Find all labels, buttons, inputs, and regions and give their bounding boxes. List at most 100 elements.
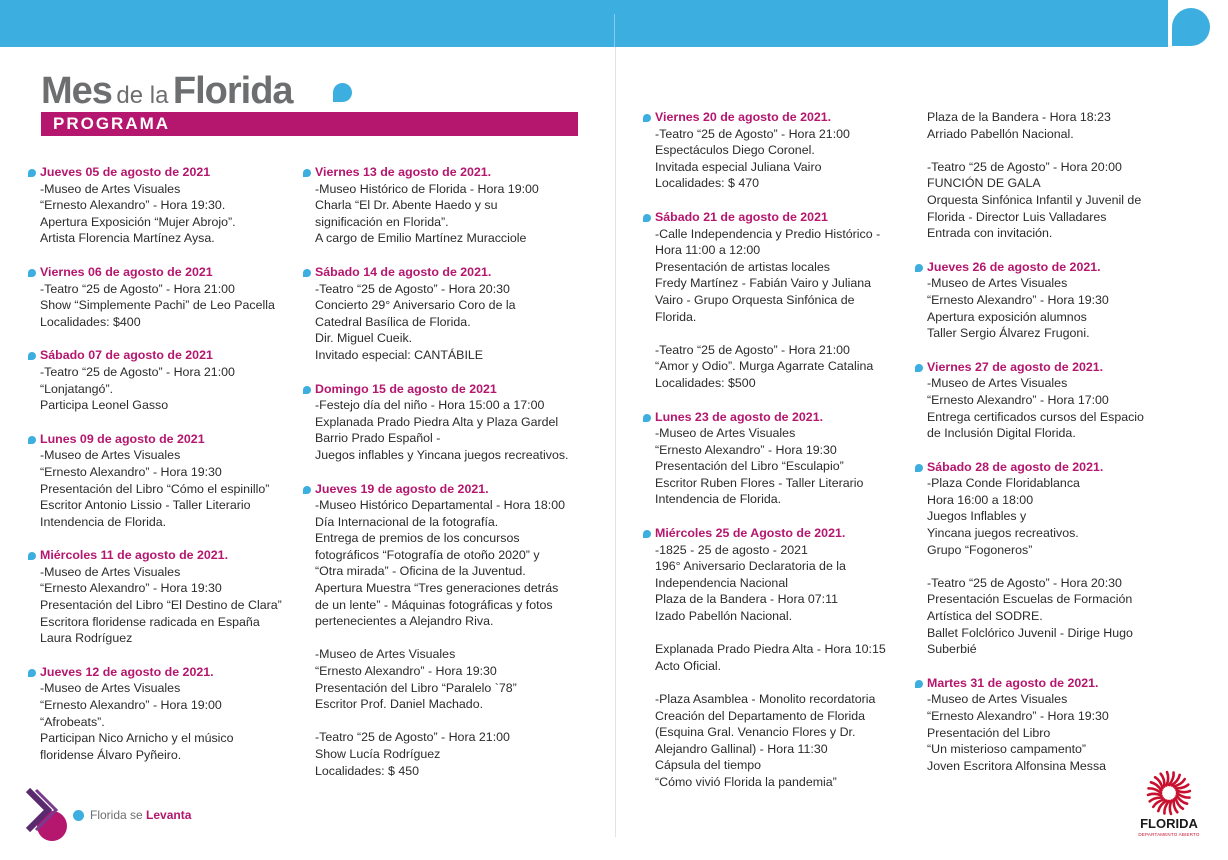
event-line: Invitada especial Juliana Vairo: [655, 159, 822, 174]
sun-ray: [1174, 796, 1185, 811]
event-line: -Museo de Artes Visuales: [40, 681, 181, 696]
column-4: Plaza de la Bandera - Hora 18:23 Arriado …: [915, 109, 1189, 791]
event-line: Orquesta Sinfónica Infantil y Juvenil de: [927, 192, 1142, 207]
event-line: -Museo de Artes Visuales: [315, 647, 456, 662]
event-line: -Teatro “25 de Agosto” - Hora 20:30: [927, 575, 1122, 590]
event-line: Concierto 29° Aniversario Coro de la: [315, 298, 516, 313]
event-line: Hora 16:00 a 18:00: [927, 492, 1034, 507]
sun-ray: [1168, 799, 1173, 816]
spacer: [927, 558, 1189, 575]
event-line: (Esquina Gral. Venancio Flores y Dr.: [655, 725, 856, 740]
sun-ray: [1149, 781, 1163, 792]
event-block: Lunes 09 de agosto de 2021 -Museo de Arte…: [28, 431, 308, 531]
event-line: -Museo de Artes Visuales: [927, 376, 1068, 391]
event-line: -Museo de Artes Visuales: [927, 692, 1068, 707]
event-line: Presentación del Libro “El Destino de Cl…: [40, 598, 282, 613]
drop-bullet-icon: [28, 552, 36, 561]
event-line: -Museo de Artes Visuales: [927, 276, 1068, 291]
page-divider: [615, 47, 616, 837]
event-line: Apertura exposición alumnos: [927, 309, 1087, 324]
event-line: Escritor Prof. Daniel Machado.: [315, 697, 484, 712]
banner-label: PROGRAMA: [53, 114, 171, 133]
event-line: Independencia Nacional: [655, 575, 788, 590]
event-date: Jueves 05 de agosto de 2021: [40, 165, 211, 179]
event-line: -Teatro “25 de Agosto” - Hora 21:00: [40, 364, 235, 379]
sun-logo-icon: [1146, 770, 1192, 816]
event-block: Viernes 20 de agosto de 2021. -Teatro “25…: [643, 109, 923, 192]
event-date: Viernes 06 de agosto de 2021: [40, 264, 213, 279]
footer-dot-icon: [73, 810, 84, 821]
title-de-la: de la: [116, 82, 169, 109]
event-line: significación en Florida”.: [315, 214, 449, 229]
event-block: Jueves 19 de agosto de 2021. -Museo Histó…: [303, 481, 605, 780]
sun-ray: [1165, 770, 1170, 787]
event-line: -Teatro “25 de Agosto” - Hora 21:00: [655, 126, 850, 141]
sun-ray: [1175, 789, 1192, 794]
event-line: “Un misterioso campamento”: [927, 742, 1087, 757]
drop-bullet-icon: [303, 169, 311, 177]
sun-ray: [1172, 777, 1187, 788]
event-date: Martes 31 de agosto de 2021.: [927, 675, 1099, 690]
event-block: Sábado 28 de agosto de 2021. -Plaza Conde…: [915, 459, 1189, 658]
sun-ray: [1170, 773, 1181, 787]
event-line: Presentación del Libro: [927, 725, 1051, 740]
drop-bullet-icon: [303, 268, 311, 277]
event-line: Intendencia de Florida.: [40, 514, 167, 529]
drop-bullet-icon: [915, 263, 923, 272]
event-line: -Teatro “25 de Agosto” - Hora 21:00: [655, 342, 850, 357]
spacer: [315, 630, 605, 647]
column-1: Jueves 05 de agosto de 2021 -Museo de Art…: [28, 164, 308, 780]
drop-bullet-icon: [28, 268, 36, 277]
slogan-part1: Florida se: [90, 808, 143, 822]
event-line: Show “Simplemente Pachi” de Leo Pacella: [40, 298, 275, 313]
event-line: -Festejo día del niño - Hora 15:00 a 17:…: [315, 398, 545, 413]
drop-icon: [333, 83, 352, 102]
event-line: -Plaza Conde Floridablanca: [927, 476, 1080, 491]
event-line: Escritor Antonio Lissio - Taller Literar…: [40, 498, 251, 513]
event-line: floridense Álvaro Pyñeiro.: [40, 747, 182, 762]
sun-ray: [1146, 792, 1163, 797]
spacer: [655, 674, 923, 691]
event-block: Miércoles 11 de agosto de 2021. -Museo de…: [28, 547, 308, 647]
top-bar-divider: [614, 14, 615, 47]
event-date: Miércoles 25 de Agosto de 2021.: [655, 526, 846, 541]
event-line: -Calle Independencia y Predio Histórico …: [655, 226, 881, 241]
event-line: Entrega de premios de los concursos: [315, 531, 520, 546]
event-line: fotográficos “Fotografía de otoño 2020” …: [315, 547, 540, 562]
event-block: Jueves 12 de agosto de 2021. -Museo de Ar…: [28, 664, 308, 764]
event-line: Barrio Prado Español -: [315, 431, 441, 446]
sun-ray: [1157, 799, 1168, 813]
event-date: Viernes 20 de agosto de 2021.: [655, 110, 832, 124]
event-line: -Plaza Asamblea - Monolito recordatoria: [655, 692, 876, 706]
column-2: Viernes 13 de agosto de 2021. -Museo Hist…: [303, 164, 605, 796]
event-line: Juegos inflables y Yincana juegos recrea…: [315, 447, 569, 462]
sun-ray: [1151, 798, 1166, 809]
event-line: Presentación de artistas locales: [655, 259, 830, 274]
event-line: Artística del SODRE.: [927, 609, 1043, 624]
event-date: Domingo 15 de agosto de 2021: [315, 381, 497, 396]
event-line: -Museo de Artes Visuales: [40, 181, 181, 196]
column-3: Viernes 20 de agosto de 2021. -Teatro “25…: [643, 109, 923, 808]
event-line: “Ernesto Alexandro” - Hora 19:30: [40, 581, 222, 596]
event-line: “Otra mirada” - Oficina de la Juventud.: [315, 564, 526, 579]
event-line: Localidades: $ 450: [315, 763, 420, 778]
event-line: “Ernesto Alexandro” - Hora 19:30: [927, 709, 1109, 723]
drop-bullet-icon: [643, 213, 651, 222]
sun-ray: [1147, 787, 1163, 795]
event-line: “Ernesto Alexandro” - Hora 19:30: [315, 664, 497, 679]
event-line: Joven Escritora Alfonsina Messa: [927, 758, 1107, 773]
event-line: “Afrobeats”.: [40, 714, 105, 729]
drop-bullet-icon: [915, 463, 923, 472]
event-line: -Museo Histórico de Florida - Hora 19:00: [315, 181, 539, 196]
event-line: -1825 - 25 de agosto - 2021: [655, 542, 808, 557]
drop-bullet-icon: [28, 352, 36, 361]
event-line: Catedral Basílica de Florida.: [315, 314, 471, 329]
drop-icon: [1172, 8, 1210, 46]
drop-bullet-icon: [643, 530, 651, 539]
event-line: -Teatro “25 de Agosto” - Hora 21:00: [40, 281, 235, 296]
event-line: Escritor Ruben Flores - Taller Literario: [655, 475, 864, 490]
event-line: Localidades: $400: [40, 314, 141, 329]
logo-name: FLORIDA: [1140, 816, 1198, 831]
event-line: Florida.: [655, 309, 697, 324]
event-line: Invitado especial: CANTÁBILE: [315, 347, 484, 362]
